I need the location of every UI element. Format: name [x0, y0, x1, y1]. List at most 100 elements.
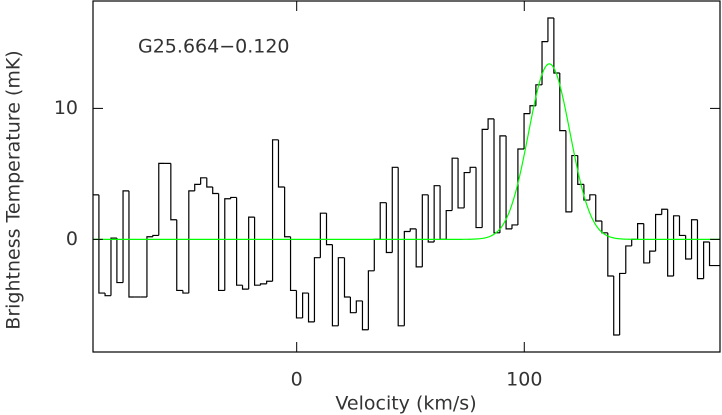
spectrum-step	[469, 166, 477, 173]
spectrum-step	[152, 234, 159, 237]
plot-frame	[92, 0, 721, 353]
spectrum-step	[505, 135, 512, 230]
spectrum-step	[266, 280, 273, 284]
spectrum-step	[403, 230, 411, 326]
spectrum-step	[116, 238, 124, 284]
spectrum-step	[200, 177, 207, 185]
spectrum-step	[637, 223, 644, 240]
spectrum-step	[553, 18, 560, 74]
spectrum-step	[367, 270, 375, 330]
spectrum-step	[236, 197, 243, 286]
spectrum-step	[212, 186, 219, 195]
spectrum-step	[158, 162, 165, 236]
spectrum-step	[577, 155, 584, 185]
spectrum-step	[595, 194, 602, 222]
spectrum-step	[643, 223, 650, 264]
spectrum-step	[319, 212, 327, 258]
gaussian-fit	[93, 63, 720, 240]
spectrum-step	[188, 190, 195, 294]
spectrum-step	[110, 237, 117, 296]
spectrum-step	[170, 163, 177, 221]
spectrum-step	[194, 183, 201, 191]
spectrum-step	[248, 216, 255, 290]
spectrum-step	[176, 219, 183, 292]
spectrum-step	[654, 213, 662, 252]
y-axis-label: Brightness Temperature (mK)	[3, 50, 25, 329]
spectrum-step	[277, 139, 285, 188]
spectrum-step	[337, 257, 345, 326]
spectrum-step	[708, 241, 720, 267]
spectrum-step	[218, 193, 225, 292]
spectrum-step	[690, 219, 698, 260]
spectrum-step	[649, 250, 656, 263]
spectrum-step	[331, 244, 339, 327]
spectrum-step	[583, 184, 590, 201]
y-tick-label: 0	[66, 228, 78, 250]
spectrum-step	[433, 185, 441, 242]
y-tick-label: 10	[54, 97, 78, 119]
spectrum-step	[439, 185, 447, 240]
spectrum-step	[241, 285, 249, 290]
spectrum-step	[631, 238, 638, 246]
x-axis-label: Velocity (km/s)	[335, 393, 476, 415]
spectrum-step	[481, 128, 489, 228]
spectrum-step	[98, 194, 106, 294]
spectrum-step	[487, 118, 495, 130]
spectrum-step	[373, 238, 381, 271]
spectrum-step	[391, 166, 399, 253]
spectrum-step	[517, 148, 525, 225]
spectrum-step	[230, 196, 237, 199]
spectrum-step	[547, 17, 554, 42]
spectrum-step	[289, 236, 297, 292]
spectrum-step	[661, 208, 668, 215]
spectrum-step	[104, 293, 111, 297]
spectrum-step	[445, 209, 453, 240]
annotation: G25.664−0.120	[138, 36, 290, 58]
spectrum-step	[667, 209, 674, 277]
spectrum-step	[302, 292, 309, 318]
spectrum-step	[571, 154, 578, 212]
spectrum-step	[696, 219, 704, 280]
spectrum-step	[253, 217, 261, 286]
spectrum-step	[451, 157, 459, 211]
spectrum-step	[523, 113, 530, 149]
spectrum-step	[259, 283, 267, 286]
spectrum-step	[206, 177, 213, 188]
spectrum-step	[672, 215, 680, 277]
spectrum-step	[613, 276, 620, 336]
spectrum-step	[457, 158, 465, 209]
spectrum-step	[565, 130, 572, 213]
spectrum-step	[182, 290, 189, 294]
spectrum-step	[421, 194, 429, 267]
spectrum-step	[122, 190, 129, 283]
spectrum-step	[409, 228, 417, 232]
spectrum-step	[284, 186, 291, 238]
spectrum-step	[493, 118, 500, 234]
spectrum-step	[541, 41, 548, 85]
x-tick-label: 100	[506, 369, 542, 391]
spectrum-step	[678, 215, 686, 237]
spectrum-step	[463, 171, 471, 208]
spectrum-step	[511, 224, 518, 229]
spectrum-step	[361, 300, 369, 331]
spectrum-step	[224, 198, 231, 291]
spectrum-step	[379, 202, 387, 240]
spectrum-step	[625, 245, 632, 274]
spectrum-step	[271, 139, 279, 282]
spectrum-step	[703, 241, 710, 279]
spectrum-step	[499, 135, 507, 233]
spectrum-step	[559, 73, 566, 132]
spectrum-step	[343, 257, 351, 298]
spectrum-step	[146, 236, 153, 297]
spectrum-step	[307, 293, 315, 323]
spectrum-step	[589, 194, 596, 201]
spectrum-step	[385, 202, 393, 254]
spectrum-step	[427, 194, 435, 243]
spectrum-step	[619, 272, 626, 335]
spectrum-step	[295, 290, 303, 319]
spectrum-step	[355, 300, 363, 313]
spectrum-step	[415, 228, 423, 268]
spectrum-step	[128, 190, 135, 298]
